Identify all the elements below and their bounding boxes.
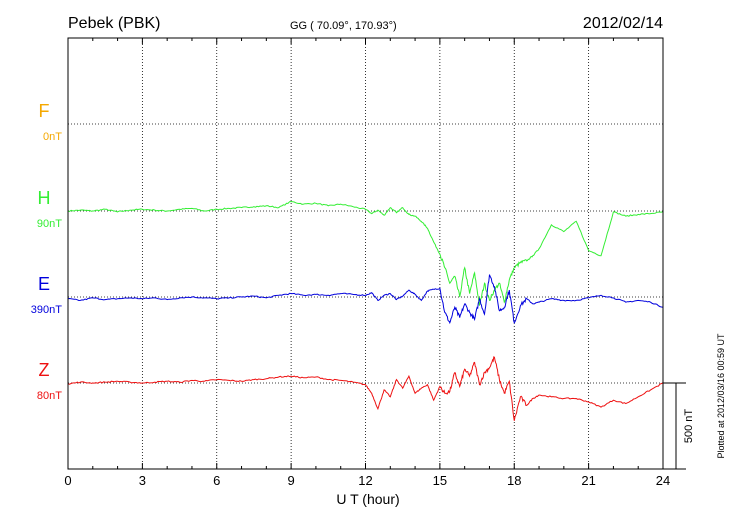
station-title: Pebek (PBK) <box>68 15 160 32</box>
baseline-label-z: 80nT <box>37 390 62 402</box>
x-tick-label: 9 <box>288 473 295 488</box>
x-axis-ticks: 0 3 6 9 12 15 18 21 24 <box>64 38 670 488</box>
baseline-label-h: 90nT <box>37 218 62 230</box>
grid-lines <box>141 38 590 469</box>
x-tick-label: 12 <box>358 473 372 488</box>
x-tick-label: 6 <box>213 473 220 488</box>
x-axis-label: U T (hour) <box>336 491 399 507</box>
component-label-f: F <box>39 101 50 121</box>
series-group <box>67 200 664 421</box>
x-tick-label: 3 <box>139 473 146 488</box>
series-line-e <box>67 274 664 325</box>
component-label-z: Z <box>39 360 50 380</box>
scale-bar: 500 nT <box>663 382 695 470</box>
plotted-note: Plotted at 2012/03/16 00:59 UT <box>716 333 726 459</box>
x-tick-label: 18 <box>507 473 521 488</box>
scale-bar-label: 500 nT <box>683 409 695 444</box>
x-tick-label: 21 <box>581 473 595 488</box>
x-tick-label: 0 <box>64 473 71 488</box>
coordinates-label: GG ( 70.09°, 170.93°) <box>290 20 397 32</box>
series-line-z <box>67 356 664 421</box>
component-label-e: E <box>38 274 50 294</box>
x-tick-label: 24 <box>656 473 670 488</box>
date-label: 2012/02/14 <box>583 15 663 32</box>
x-tick-label: 15 <box>433 473 447 488</box>
component-labels: F 0nT H 90nT E 390nT Z 80nT <box>31 101 62 402</box>
series-line-h <box>67 200 664 306</box>
baseline-label-f: 0nT <box>43 131 62 143</box>
component-label-h: H <box>38 188 51 208</box>
baseline-label-e: 390nT <box>31 304 62 316</box>
